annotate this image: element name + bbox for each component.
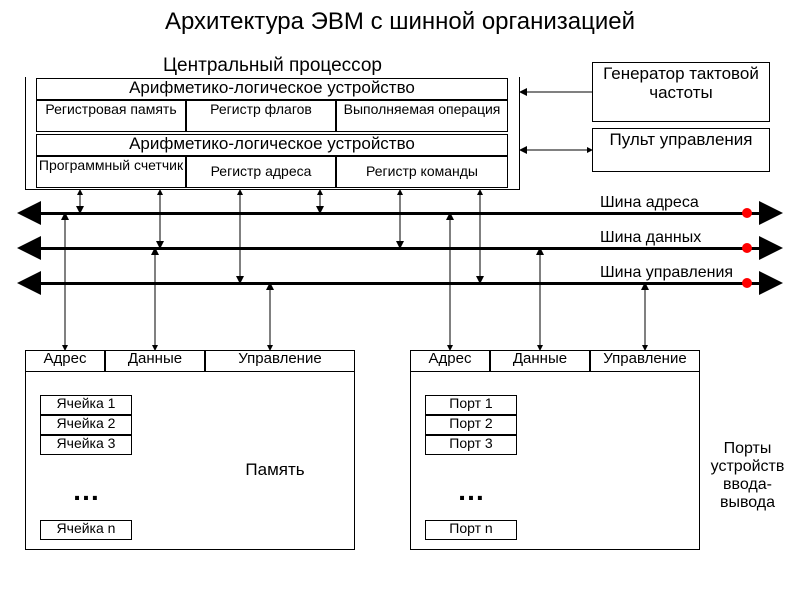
ports-hdr-ctrl: Управление — [590, 350, 700, 372]
mem-cell-2: Ячейка 2 — [40, 415, 132, 435]
accent-dot-1 — [742, 208, 752, 218]
port-1: Порт 1 — [425, 395, 517, 415]
mem-hdr-ctrl: Управление — [205, 350, 355, 372]
port-dots: … — [425, 475, 517, 507]
port-n: Порт n — [425, 520, 517, 540]
accent-dot-2 — [742, 243, 752, 253]
ports-hdr-addr: Адрес — [410, 350, 490, 372]
port-2: Порт 2 — [425, 415, 517, 435]
mem-cell-3: Ячейка 3 — [40, 435, 132, 455]
mem-hdr-addr: Адрес — [25, 350, 105, 372]
accent-dot-3 — [742, 278, 752, 288]
mem-hdr-data: Данные — [105, 350, 205, 372]
mem-cell-n: Ячейка n — [40, 520, 132, 540]
ports-label: Порты устройств ввода-вывода — [700, 440, 795, 512]
mem-dots: … — [40, 475, 132, 507]
ports-hdr-data: Данные — [490, 350, 590, 372]
port-3: Порт 3 — [425, 435, 517, 455]
mem-cell-1: Ячейка 1 — [40, 395, 132, 415]
memory-label: Память — [200, 460, 350, 480]
